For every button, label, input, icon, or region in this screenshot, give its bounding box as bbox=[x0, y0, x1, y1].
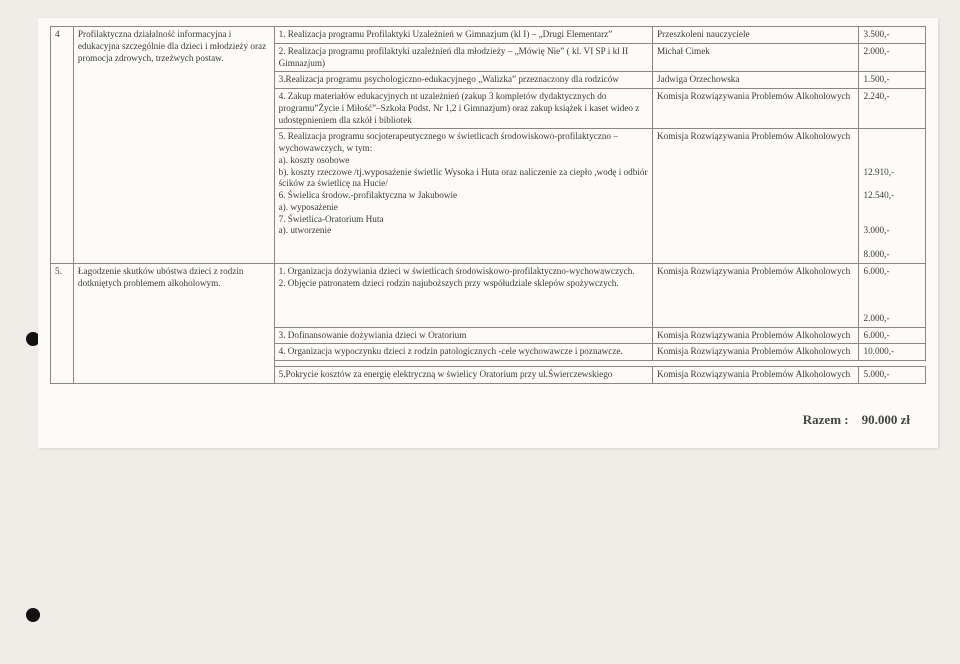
responsible-cell: Komisja Rozwiązywania Problemów Alkoholo… bbox=[653, 327, 859, 344]
table-row: 4Profilaktyczna działalność informacyjna… bbox=[51, 27, 926, 44]
row-number: 4 bbox=[51, 27, 74, 264]
implementation-cell: 4. Organizacja wypoczynku dzieci z rodzi… bbox=[274, 344, 652, 361]
amount-cell: 2.000,- bbox=[859, 43, 926, 72]
table-row: 5.Łagodzenie skutków ubóstwa dzieci z ro… bbox=[51, 263, 926, 327]
amount-cell: 6.000,- 2.000,- bbox=[859, 263, 926, 327]
responsible-cell: Komisja Rozwiązywania Problemów Alkoholo… bbox=[653, 263, 859, 327]
responsible-cell: Michał Cimek bbox=[653, 43, 859, 72]
responsible-cell: Przeszkoleni nauczyciele bbox=[653, 27, 859, 44]
task-cell: Łagodzenie skutków ubóstwa dzieci z rodz… bbox=[73, 263, 274, 383]
implementation-cell: 2. Realizacja programu profilaktyki uzal… bbox=[274, 43, 652, 72]
implementation-cell: 1. Realizacja programu Profilaktyki Uzal… bbox=[274, 27, 652, 44]
responsible-cell: Komisja Rozwiązywania Problemów Alkoholo… bbox=[653, 89, 859, 129]
total-label: Razem : bbox=[803, 412, 849, 427]
total-row: Razem : 90.000 zł bbox=[50, 412, 926, 428]
amount-cell: 5.000,- bbox=[859, 367, 926, 384]
total-value: 90.000 zł bbox=[862, 412, 910, 427]
responsible-cell: Komisja Rozwiązywania Problemów Alkoholo… bbox=[653, 129, 859, 263]
implementation-cell: 5. Realizacja programu socjoterapeutyczn… bbox=[274, 129, 652, 263]
implementation-cell: 3.Realizacja programu psychologiczno-edu… bbox=[274, 72, 652, 89]
punch-hole bbox=[26, 608, 40, 622]
document-page: 4Profilaktyczna działalność informacyjna… bbox=[38, 18, 938, 448]
amount-cell: 2.240,- bbox=[859, 89, 926, 129]
implementation-cell: 4. Zakup materiałów edukacyjnych nt uzal… bbox=[274, 89, 652, 129]
responsible-cell: Jadwiga Orzechowska bbox=[653, 72, 859, 89]
amount-cell: 12.910,- 12.540,- 3.000,- 8.000,- bbox=[859, 129, 926, 263]
budget-table: 4Profilaktyczna działalność informacyjna… bbox=[50, 26, 926, 384]
implementation-cell: 3. Dofinansowanie dożywiania dzieci w Or… bbox=[274, 327, 652, 344]
responsible-cell: Komisja Rozwiązywania Problemów Alkoholo… bbox=[653, 344, 859, 361]
amount-cell: 1.500,- bbox=[859, 72, 926, 89]
amount-cell: 6.000,- bbox=[859, 327, 926, 344]
implementation-cell: 1. Organizacja dożywiania dzieci w świet… bbox=[274, 263, 652, 327]
implementation-cell: 5.Pokrycie kosztów za energię elektryczn… bbox=[274, 367, 652, 384]
responsible-cell: Komisja Rozwiązywania Problemów Alkoholo… bbox=[653, 367, 859, 384]
amount-cell: 3.500,- bbox=[859, 27, 926, 44]
row-number: 5. bbox=[51, 263, 74, 383]
amount-cell: 10.000,- bbox=[859, 344, 926, 361]
task-cell: Profilaktyczna działalność informacyjna … bbox=[73, 27, 274, 264]
